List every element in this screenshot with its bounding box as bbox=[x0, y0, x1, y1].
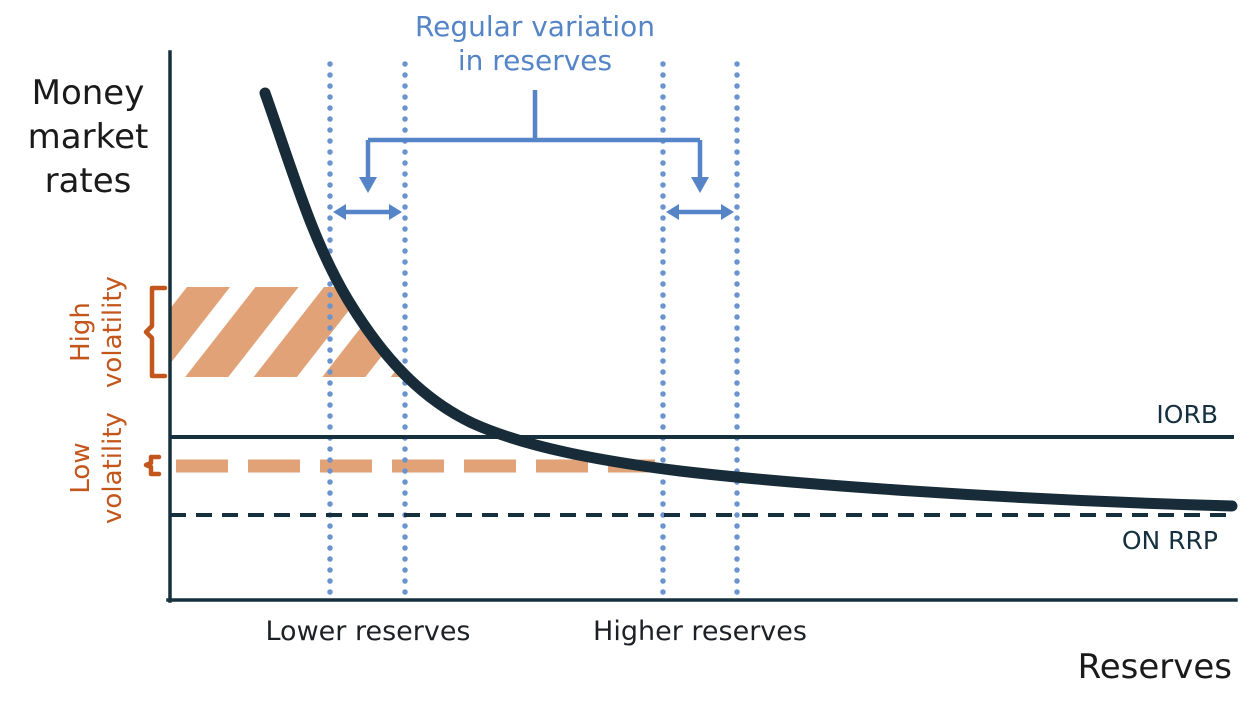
regular-variation-label-line-1: Regular variation bbox=[415, 10, 655, 43]
down-arrowhead-right bbox=[691, 177, 709, 193]
range-arrowhead-higher-left bbox=[666, 204, 679, 220]
tick-higher-reserves: Higher reserves bbox=[593, 616, 807, 647]
x-axis-label: Reserves bbox=[1078, 647, 1232, 687]
down-arrowhead-left bbox=[359, 177, 377, 193]
y-axis-label-line-3: rates bbox=[45, 161, 132, 201]
high-volatility-label-line-2: volatility bbox=[98, 276, 128, 388]
high-volatility-bracket bbox=[143, 285, 168, 379]
range-arrowhead-lower-right bbox=[389, 204, 402, 220]
tick-lower-reserves: Lower reserves bbox=[265, 616, 470, 647]
y-axis-label-line-2: market bbox=[28, 117, 149, 157]
high-volatility-label: High volatility bbox=[66, 276, 128, 388]
low-volatility-label: Low volatility bbox=[66, 412, 128, 524]
iorb-label: IORB bbox=[1156, 400, 1218, 429]
regular-variation-label-line-2: in reserves bbox=[458, 44, 612, 77]
demand-curve bbox=[259, 87, 1238, 512]
range-arrowhead-lower-left bbox=[333, 204, 346, 220]
range-arrowhead-higher-right bbox=[721, 204, 734, 220]
y-axis-label-line-1: Money bbox=[32, 73, 145, 113]
low-volatility-label-line-2: volatility bbox=[98, 412, 128, 524]
low-volatility-label-line-1: Low bbox=[66, 442, 96, 493]
high-volatility-label-line-1: High bbox=[66, 302, 96, 362]
regular-variation-bracket bbox=[365, 90, 703, 179]
low-volatility-bracket bbox=[143, 454, 162, 477]
on-rrp-label: ON RRP bbox=[1122, 526, 1218, 555]
